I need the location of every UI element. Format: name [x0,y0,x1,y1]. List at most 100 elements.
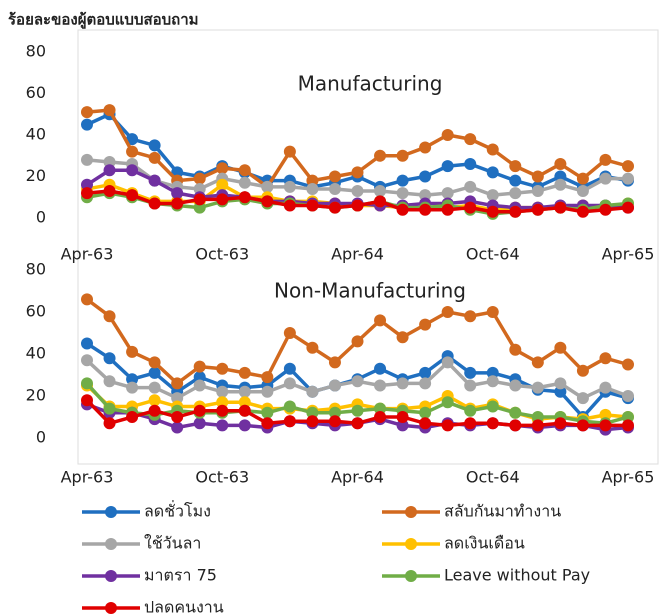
point [464,380,476,392]
point [329,171,341,183]
point [352,200,364,212]
point [104,104,116,116]
point [171,411,183,423]
point [352,375,364,387]
point [126,382,138,394]
point [509,407,521,419]
x-tick-label: Oct-63 [195,468,249,487]
point [464,181,476,193]
point [397,411,409,423]
point [329,183,341,195]
point [599,173,611,185]
point [261,407,273,419]
point [554,158,566,170]
point [532,382,544,394]
point [352,185,364,197]
point [577,419,589,431]
point [532,356,544,368]
point [487,306,499,318]
point [216,179,228,191]
legend-label: สลับกันมาทำงาน [444,502,561,521]
point [81,106,93,118]
point [216,405,228,417]
point [216,193,228,205]
point [104,185,116,197]
point [216,162,228,174]
point [306,200,318,212]
point [194,380,206,392]
point [284,181,296,193]
panel-title: Non-Manufacturing [274,279,466,303]
point [216,386,228,398]
point [81,187,93,199]
point [374,363,386,375]
point [306,183,318,195]
point [261,386,273,398]
point [442,204,454,216]
point [532,419,544,431]
point [104,417,116,429]
point [284,200,296,212]
point [487,401,499,413]
point [171,377,183,389]
point [149,175,161,187]
point [149,197,161,209]
point [284,363,296,375]
point [464,133,476,145]
point [397,175,409,187]
point [554,202,566,214]
point [171,187,183,199]
point [622,160,634,172]
point [397,187,409,199]
legend-label: ลดเงินเดือน [444,534,525,553]
point [577,392,589,404]
point [554,342,566,354]
legend-label: มาตรา 75 [144,566,217,585]
point [464,405,476,417]
point [149,405,161,417]
page-title: ร้อยละของผู้ตอบแบบสอบถาม [8,11,199,30]
point [374,314,386,326]
point [487,189,499,201]
point [419,417,431,429]
point [599,204,611,216]
point [397,150,409,162]
point [622,419,634,431]
x-tick-label: Apr-64 [331,468,384,487]
point [419,319,431,331]
point [194,193,206,205]
point [239,386,251,398]
point [622,202,634,214]
point [554,377,566,389]
point [352,405,364,417]
point [261,195,273,207]
point [104,375,116,387]
legend-marker [105,570,117,582]
point [306,386,318,398]
point [81,293,93,305]
point [284,327,296,339]
point [149,152,161,164]
y-tick-label: 40 [26,344,46,363]
point [374,411,386,423]
x-tick-label: Apr-65 [602,468,655,487]
point [464,158,476,170]
point [577,185,589,197]
legend-marker [105,538,117,550]
point [419,171,431,183]
y-tick-label: 0 [36,208,46,227]
point [509,380,521,392]
point [599,154,611,166]
point [554,417,566,429]
y-tick-label: 20 [26,386,46,405]
point [509,344,521,356]
point [81,119,93,131]
point [81,394,93,406]
point [149,394,161,406]
point [487,417,499,429]
point [81,154,93,166]
y-tick-label: 20 [26,166,46,185]
point [374,185,386,197]
point [284,377,296,389]
legend-label: ลดชั่วโมง [144,500,211,521]
